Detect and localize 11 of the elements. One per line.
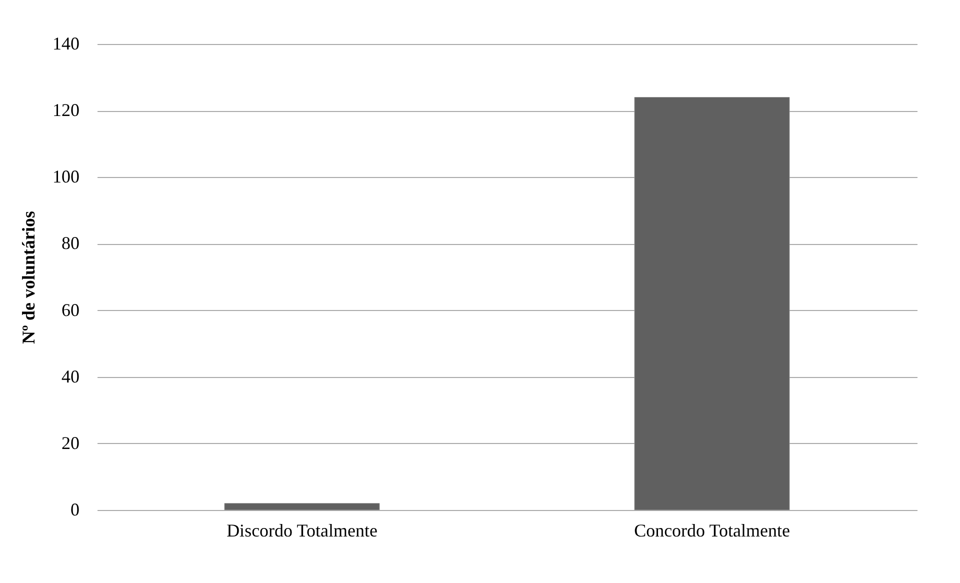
y-tick-label: 120 — [52, 100, 80, 120]
y-tick-label: 140 — [52, 34, 80, 54]
x-tick-label: Concordo Totalmente — [634, 520, 790, 540]
y-tick-label: 40 — [62, 366, 80, 386]
y-tick-label: 20 — [62, 432, 80, 453]
y-tick-label: 100 — [52, 166, 80, 187]
x-tick-label: Discordo Totalmente — [226, 520, 378, 540]
y-tick-label: 0 — [70, 500, 80, 520]
y-tick-label: 60 — [62, 300, 80, 320]
y-tick-label: 80 — [62, 233, 80, 254]
y-axis-title: Nº de voluntários — [18, 211, 38, 344]
